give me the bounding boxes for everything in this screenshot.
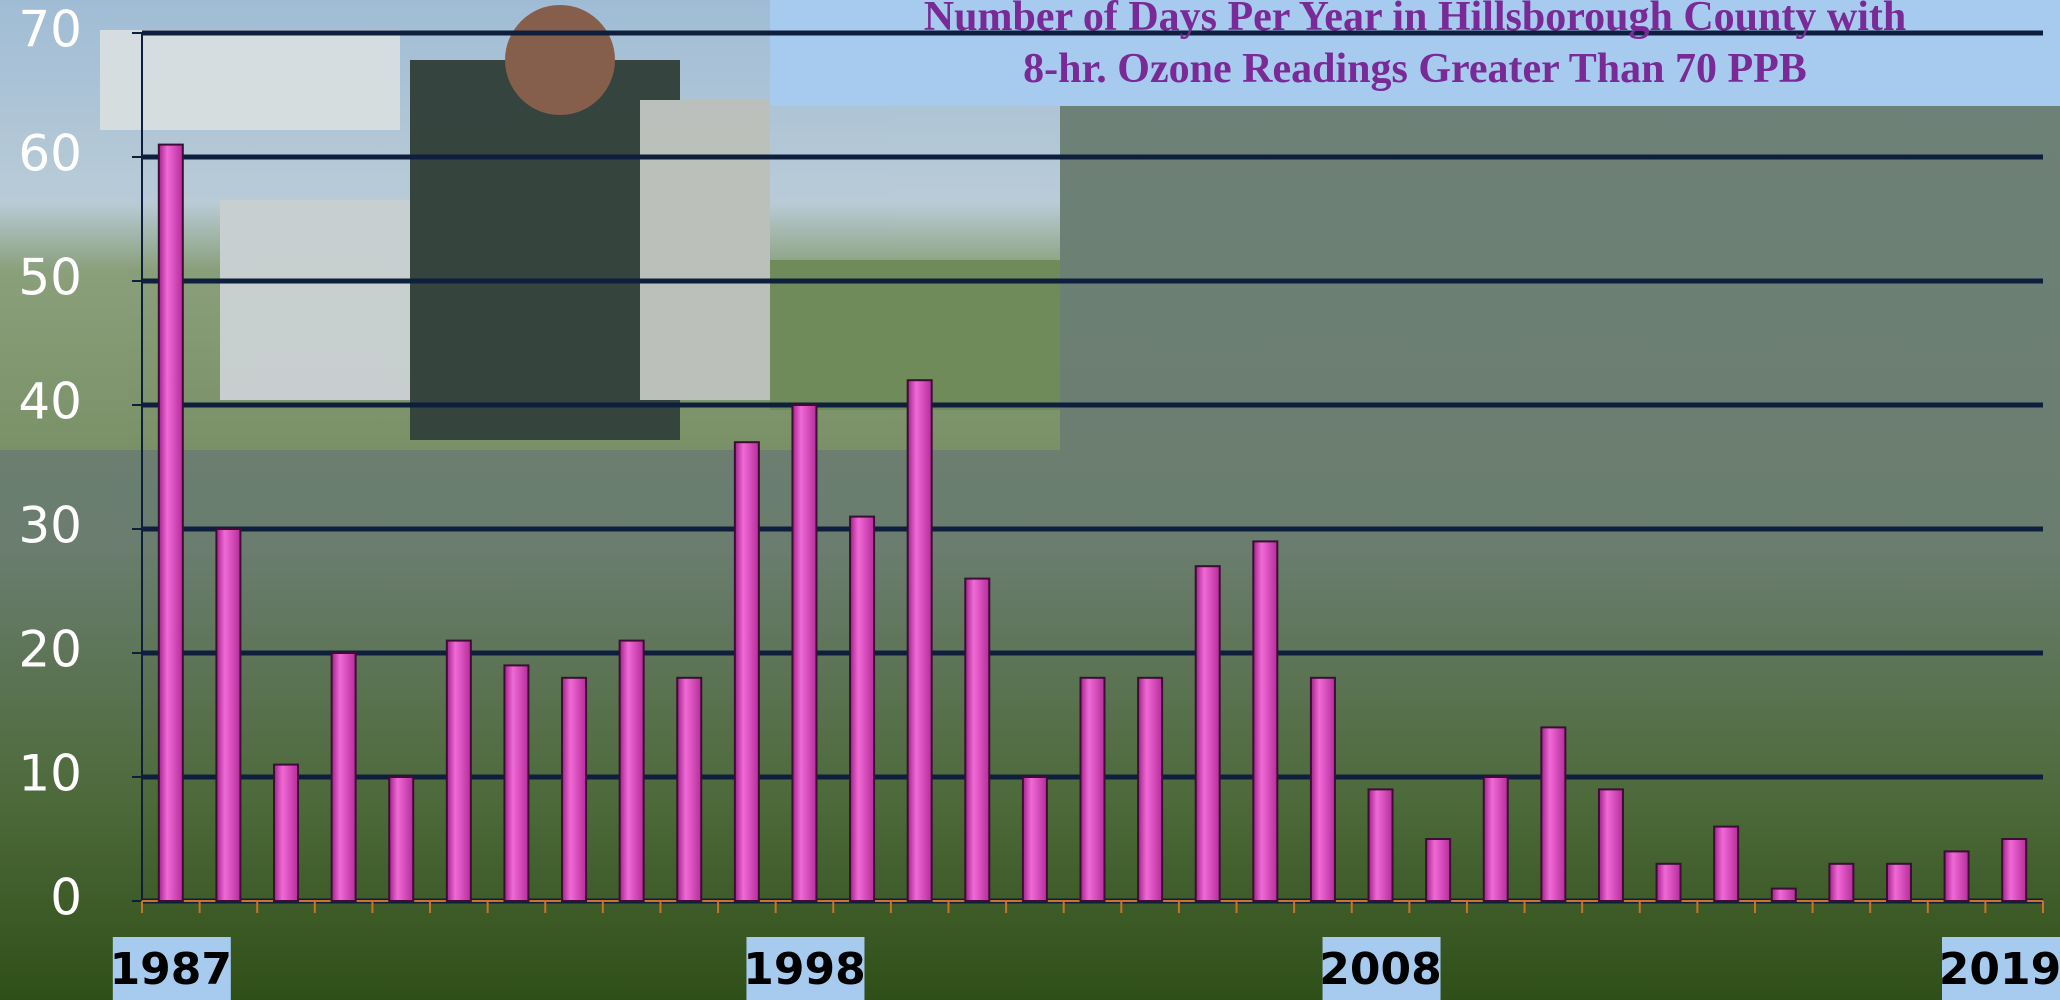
bar <box>1885 862 1912 902</box>
bar <box>1367 788 1394 903</box>
bar <box>1655 862 1682 902</box>
x-label-box <box>746 937 865 1000</box>
bar <box>791 404 818 902</box>
bar <box>906 379 933 902</box>
y-tick-label: 60 <box>18 125 82 183</box>
x-label-box <box>112 937 231 1000</box>
x-tick-label: 2019 <box>1939 944 2060 995</box>
y-tick-label: 20 <box>18 621 82 679</box>
bar <box>1021 776 1048 902</box>
bar <box>849 515 876 902</box>
y-tick-label: 0 <box>50 869 82 927</box>
y-tick-label: 70 <box>18 1 82 59</box>
bar <box>503 664 530 903</box>
bar <box>964 577 991 902</box>
bar <box>445 639 472 902</box>
bar <box>330 652 357 902</box>
y-tick-label: 30 <box>18 497 82 555</box>
bar <box>561 676 588 902</box>
plot: 0 10 20 30 40 50 60 70 1987 1998 2008 2019 <box>18 1 2060 1000</box>
bar <box>618 639 645 902</box>
bar <box>1309 676 1336 902</box>
y-tick-label: 10 <box>18 745 82 803</box>
bar <box>215 528 242 902</box>
bar <box>1137 676 1164 902</box>
x-label-box <box>1942 937 2060 1000</box>
x-tick-label: 2008 <box>1319 944 1441 995</box>
bar <box>733 441 760 902</box>
y-tick-label: 50 <box>18 249 82 307</box>
bar <box>157 143 184 903</box>
bar <box>2001 838 2028 902</box>
bar <box>1828 862 1855 902</box>
x-label-box <box>1322 937 1441 1000</box>
x-tick-label: 1987 <box>110 944 232 995</box>
chart-title: 8-hr. Ozone Readings Greater Than 70 PPB <box>1023 46 1807 92</box>
x-tick-label: 1998 <box>743 944 865 995</box>
bar <box>1482 776 1509 902</box>
y-tick-label: 40 <box>18 373 82 431</box>
bar <box>1079 676 1106 902</box>
chart-title: Number of Days Per Year in Hillsborough … <box>924 0 1906 40</box>
title-box <box>770 0 2060 106</box>
bar <box>1943 850 1970 903</box>
bar <box>1425 838 1452 902</box>
bar <box>676 676 703 902</box>
bar <box>1713 825 1740 902</box>
bar <box>1194 565 1221 902</box>
bar <box>1252 540 1279 903</box>
bar <box>1540 726 1567 903</box>
bar <box>273 763 300 902</box>
bar <box>1597 788 1624 903</box>
bar <box>1770 887 1797 902</box>
bar <box>388 776 415 902</box>
